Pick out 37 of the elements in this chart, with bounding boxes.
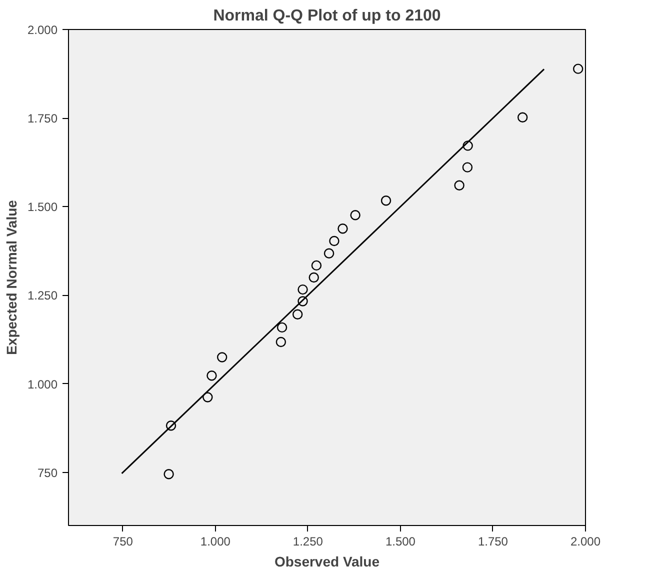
point xyxy=(164,469,174,480)
point xyxy=(202,392,213,402)
point xyxy=(216,352,228,362)
point xyxy=(298,296,308,306)
y-tick-label: 2.000 xyxy=(27,23,58,37)
y-tick-label: 1.000 xyxy=(27,377,58,392)
chart-title: Normal Q-Q Plot of up to 2100 xyxy=(213,8,441,24)
y-tick-label: 1.750 xyxy=(27,112,58,126)
x-tick-label: 1.000 xyxy=(200,534,231,548)
point xyxy=(380,196,392,206)
point xyxy=(329,236,340,246)
point xyxy=(308,272,319,283)
point xyxy=(311,260,322,271)
point xyxy=(573,64,584,74)
point xyxy=(276,322,288,333)
x-tick-label: 1.750 xyxy=(478,534,508,548)
point xyxy=(462,140,473,151)
point xyxy=(462,162,473,172)
point xyxy=(206,370,217,381)
point xyxy=(517,112,528,122)
point xyxy=(338,224,348,234)
y-axis-title: Expected Normal Value xyxy=(3,200,20,355)
y-tick-label: 1.250 xyxy=(27,288,58,303)
point xyxy=(298,284,308,295)
x-tick-label: 1.500 xyxy=(385,534,416,548)
y-tick-label: 1.500 xyxy=(27,200,58,214)
point xyxy=(454,180,464,190)
point xyxy=(166,420,176,431)
y-tick-label: 750 xyxy=(37,466,58,480)
point xyxy=(292,309,303,320)
point xyxy=(350,210,360,220)
x-tick-label: 750 xyxy=(112,534,134,548)
x-tick-label: 2.000 xyxy=(570,534,601,548)
x-axis-title: Observed Value xyxy=(274,554,380,570)
x-tick-label: 1.250 xyxy=(292,534,324,548)
point xyxy=(324,248,334,258)
point xyxy=(276,336,286,348)
